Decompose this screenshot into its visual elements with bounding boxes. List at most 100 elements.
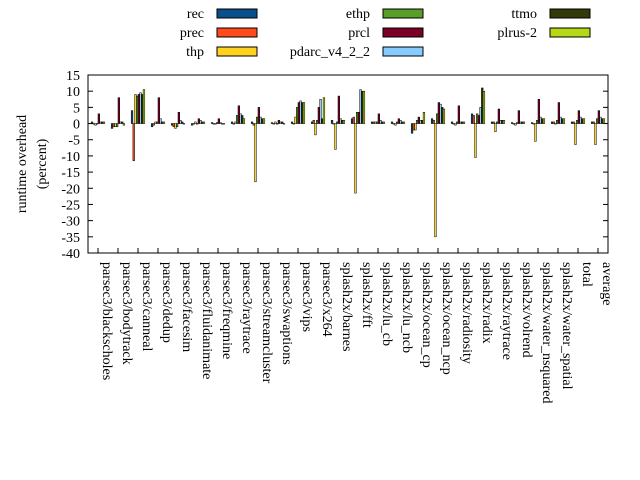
bar-prec (552, 121, 555, 124)
bar-rec (90, 121, 94, 124)
bar-prcl (117, 97, 120, 124)
y-tick-label: -15 (61, 166, 80, 181)
bar-pdarc_v4_2_2 (559, 116, 562, 124)
legend-swatch (382, 8, 424, 19)
x-tick-label: splash2x/fft (359, 262, 374, 328)
x-tick-label: average (599, 262, 614, 306)
bar-thp (594, 123, 597, 145)
legend-swatch (549, 27, 591, 38)
bar-thp (254, 123, 257, 183)
bar-plrus-2 (362, 90, 366, 124)
bar-plrus-2 (382, 121, 386, 124)
x-tick-label: parsec3/streamcluster (259, 262, 274, 384)
bar-thp (194, 121, 197, 124)
bar-thp (114, 123, 117, 128)
bar-prec (412, 123, 415, 131)
bar-prcl (317, 107, 320, 124)
bar-rec (230, 121, 234, 124)
y-tick-label: -35 (61, 231, 80, 246)
bar-plrus-2 (402, 121, 406, 124)
bar-prcl (177, 111, 180, 124)
bar-rec (330, 120, 334, 124)
bar-ethp (496, 121, 499, 124)
y-tick-label: -30 (61, 215, 80, 230)
bar-prec (432, 120, 435, 124)
bar-ethp (196, 123, 199, 125)
x-tick-label: splash2x/water_nsquared (539, 262, 554, 404)
y-axis-label: runtime overhead (percent) (15, 115, 50, 213)
bar-prec (152, 123, 155, 126)
bar-ttmo (101, 121, 104, 124)
bar-ttmo (421, 120, 424, 124)
bar-thp (414, 123, 417, 131)
bar-prec (212, 123, 215, 125)
bar-thp (214, 123, 217, 125)
y-tick-label: -10 (61, 150, 80, 165)
x-tick-label: splash2x/volrend (519, 262, 534, 358)
bar-prec (472, 115, 475, 124)
bar-ethp (356, 111, 359, 124)
legend-label: thp (186, 45, 204, 60)
x-tick-label: splash2x/raytrace (499, 262, 514, 360)
bar-pdarc_v4_2_2 (519, 121, 522, 124)
bar-prec (512, 123, 515, 125)
bar-prcl (457, 105, 460, 124)
y-axis-label-line: runtime overhead (15, 115, 30, 213)
y-tick-label: 0 (73, 118, 80, 133)
bar-ttmo (361, 90, 364, 124)
legend-swatch (216, 27, 258, 38)
bar-prec (372, 121, 375, 124)
bar-ttmo (521, 121, 524, 124)
bar-ttmo (541, 118, 544, 124)
bar-ethp (176, 123, 179, 128)
bar-ethp (116, 123, 119, 128)
bar-ethp (276, 123, 279, 125)
y-tick-label: 10 (66, 85, 80, 100)
bar-pdarc_v4_2_2 (179, 120, 182, 124)
bar-plrus-2 (482, 90, 486, 124)
bar-prcl (517, 110, 520, 124)
bar-prcl (217, 118, 220, 124)
bar-ttmo (161, 121, 164, 124)
bar-pdarc_v4_2_2 (479, 107, 482, 124)
bar-prec (232, 123, 235, 125)
bar-ethp (296, 107, 299, 124)
bar-pdarc_v4_2_2 (279, 121, 282, 124)
x-tick-label: splash2x/barnes (339, 262, 354, 351)
bar-rec (270, 122, 274, 124)
bar-plrus-2 (342, 120, 346, 124)
bar-rec (450, 121, 454, 124)
bar-ttmo (201, 121, 204, 124)
x-tick-label: parsec3/vips (299, 262, 314, 332)
bar-ttmo (261, 118, 264, 124)
legend-swatch (382, 27, 424, 38)
bar-prcl (337, 95, 340, 124)
x-tick-label: parsec3/facesim (179, 262, 194, 352)
bar-prec (252, 123, 255, 126)
bar-prec (592, 121, 595, 124)
bar-thp (474, 123, 477, 158)
legend-label: ttmo (511, 7, 537, 22)
bar-rec (250, 121, 254, 124)
bar-prec (92, 123, 95, 125)
bar-plrus-2 (182, 123, 186, 125)
x-tick-label: total (579, 262, 594, 287)
x-tick-label: splash2x/lu_ncb (399, 262, 414, 353)
bar-thp (354, 123, 357, 194)
legend-label: pdarc_v4_2_2 (290, 45, 370, 60)
bar-ttmo (481, 87, 484, 124)
y-tick-label: 5 (73, 101, 80, 116)
x-tick-label: parsec3/bodytrack (119, 262, 134, 365)
bar-pdarc_v4_2_2 (319, 99, 322, 124)
legend-label: ethp (346, 7, 370, 22)
bar-ethp (376, 121, 379, 124)
bar-ttmo (181, 121, 184, 124)
plot-frame (87, 74, 609, 254)
bar-rec (590, 121, 594, 124)
x-tick-label: splash2x/water_spatial (559, 262, 574, 390)
bar-pdarc_v4_2_2 (119, 121, 122, 124)
x-tick-label: parsec3/blackscholes (99, 262, 114, 380)
x-tick-label: splash2x/radix (479, 262, 494, 344)
bar-plrus-2 (442, 108, 446, 124)
